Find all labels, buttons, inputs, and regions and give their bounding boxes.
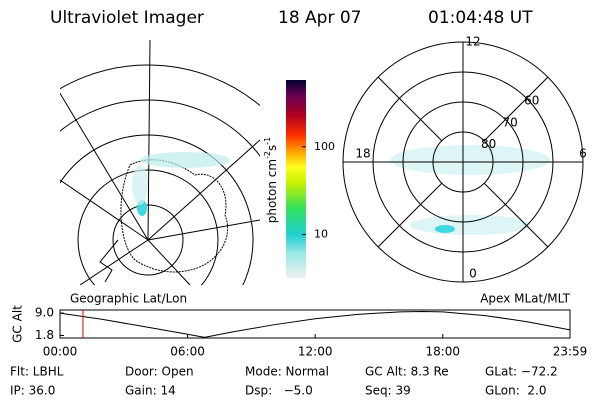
status-field: Flt: LBHL bbox=[10, 365, 64, 379]
colorbar-unit: photon cm-2s-1 bbox=[263, 137, 279, 224]
mlt-label: 6 bbox=[579, 147, 587, 161]
date: 18 Apr 07 bbox=[278, 8, 361, 28]
x-tick-label: 18:00 bbox=[425, 345, 460, 359]
colorbar bbox=[286, 80, 306, 278]
instrument: Ultraviolet Imager bbox=[50, 8, 204, 28]
unit-base: photon cm bbox=[265, 159, 279, 223]
lat-label: 60 bbox=[524, 94, 539, 108]
status-field: GLat: −72.2 bbox=[485, 365, 558, 379]
colorbar-tick-label: 10 bbox=[314, 228, 328, 241]
geo-map bbox=[60, 40, 260, 285]
status-field: Door: Open bbox=[125, 365, 194, 379]
status-field: Dsp: −5.0 bbox=[245, 384, 313, 398]
mlt-label: 0 bbox=[469, 267, 477, 281]
lat-label: 70 bbox=[503, 115, 518, 129]
mlt-label: 18 bbox=[355, 147, 370, 161]
status-field: Seq: 39 bbox=[365, 384, 411, 398]
polar-spoke bbox=[483, 76, 549, 142]
unit-exp: -2 bbox=[263, 151, 272, 159]
polar-spoke bbox=[483, 182, 549, 248]
orbit-frame bbox=[59, 309, 571, 339]
status-field: GLon: 2.0 bbox=[485, 384, 546, 398]
status-field: GC Alt: 8.3 Re bbox=[365, 365, 449, 379]
y-tick-label: 9.0 bbox=[35, 306, 54, 320]
polar-spoke bbox=[377, 76, 443, 142]
lat-label: 80 bbox=[481, 137, 496, 151]
x-tick-label: 12:00 bbox=[298, 345, 333, 359]
right-panel-label: Apex MLat/MLT bbox=[480, 292, 570, 306]
polar-spoke bbox=[377, 182, 443, 248]
status-field: IP: 36.0 bbox=[10, 384, 55, 398]
x-tick-label: 00:00 bbox=[43, 345, 78, 359]
status-field: Mode: Normal bbox=[245, 365, 329, 379]
mlt-label: 12 bbox=[465, 35, 480, 49]
colorbar-tick-label: 100 bbox=[314, 140, 335, 153]
x-tick-label: 23:59 bbox=[553, 345, 588, 359]
time: 01:04:48 UT bbox=[428, 8, 533, 28]
unit-exp: -1 bbox=[263, 137, 272, 145]
y-tick-label: 1.8 bbox=[35, 328, 54, 342]
unit-mid: s bbox=[265, 145, 279, 151]
orbit-altitude bbox=[59, 311, 571, 338]
x-tick-label: 06:00 bbox=[170, 345, 205, 359]
left-panel-label: Geographic Lat/Lon bbox=[70, 292, 187, 306]
orbit-ylabel: GC Alt bbox=[11, 305, 25, 343]
status-field: Gain: 14 bbox=[125, 384, 176, 398]
